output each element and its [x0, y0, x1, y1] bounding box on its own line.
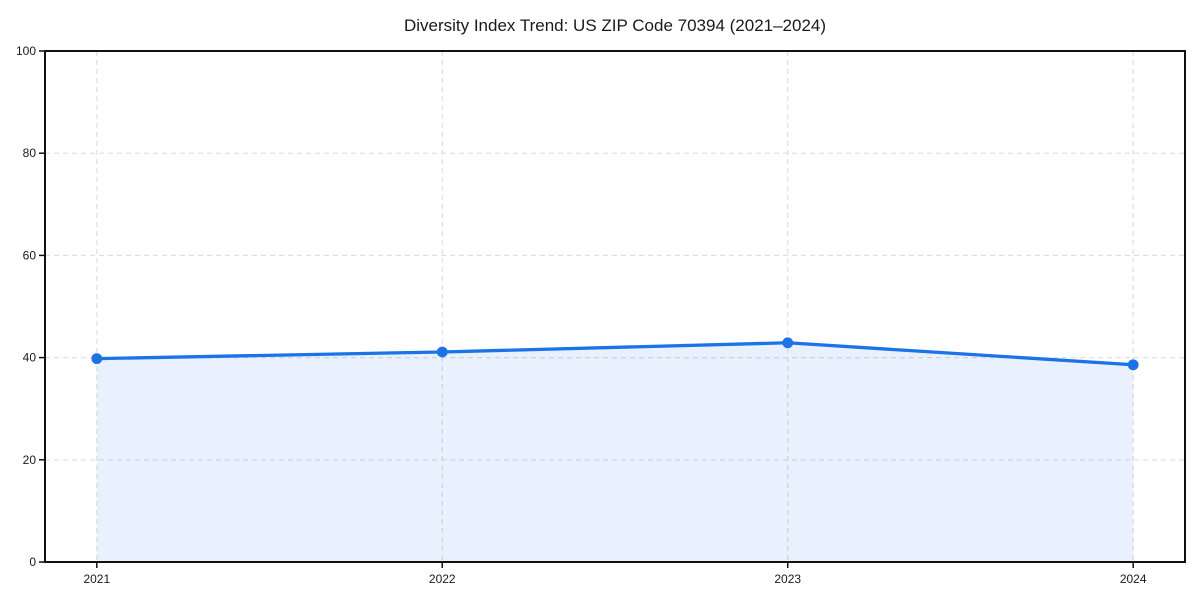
y-tick-label: 60: [23, 248, 37, 262]
y-tick-label: 0: [29, 555, 36, 569]
y-tick-label: 20: [23, 453, 37, 467]
x-tick-label: 2024: [1120, 572, 1147, 586]
chart-title: Diversity Index Trend: US ZIP Code 70394…: [404, 16, 826, 35]
x-tick-label: 2023: [774, 572, 801, 586]
y-tick-label: 80: [23, 146, 37, 160]
area-fill: [96, 342, 1134, 562]
data-point-marker: [436, 346, 448, 358]
plot-border: [44, 50, 1186, 563]
x-tick-label: 2022: [429, 572, 456, 586]
data-point-marker: [91, 353, 103, 365]
data-point-marker: [1127, 359, 1139, 371]
data-point-marker: [782, 337, 794, 349]
y-tick-label: 40: [23, 351, 37, 365]
y-tick-label: 100: [16, 44, 36, 58]
x-tick-label: 2021: [83, 572, 110, 586]
trend-line: [95, 341, 1135, 367]
